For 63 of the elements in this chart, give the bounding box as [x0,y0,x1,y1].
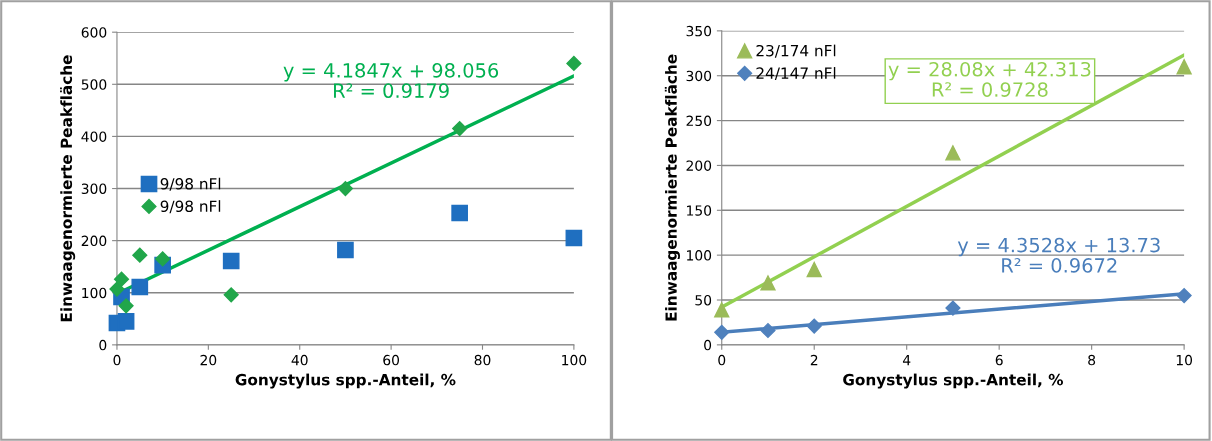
point [714,324,730,340]
legend-label: 9/98 nFl [160,200,221,214]
y-tick-label: 600 [81,27,107,38]
y-tick-label: 350 [686,25,712,37]
legend-label: 9/98 nFl [160,177,221,191]
point [451,204,468,222]
y-tick-label: 400 [81,131,107,142]
point [337,241,354,259]
x-tick-label: 2 [810,354,818,366]
point [566,55,582,72]
point [131,278,149,296]
y-tick-label: 250 [686,115,712,127]
point [155,251,171,267]
x-tick-label: 8 [1088,354,1096,366]
y-axis-title: Einwaagenormierte Peakfläche [664,54,680,321]
x-axis-title: Gonystylus spp.-Anteil, % [235,373,456,389]
x-tick-label: 40 [291,354,308,366]
point [1176,287,1192,304]
x-axis-title: Gonystylus spp.-Anteil, % [843,373,1064,389]
point [337,180,353,197]
point [945,300,961,316]
legend-label: 23/174 nFl [756,44,836,58]
point [222,252,240,270]
x-tick-label: 10 [1176,354,1193,366]
point [945,145,961,161]
point [117,313,135,330]
x-tick-label: 4 [902,355,911,366]
y-tick-label: 300 [81,183,107,194]
y-tick-label: 150 [687,205,712,216]
x-tick-label: 80 [474,354,491,366]
x-tick-label: 20 [200,354,217,366]
y-tick-label: 0 [704,339,712,351]
point [113,271,130,287]
y-tick-label: 200 [686,160,712,171]
point [760,275,776,291]
y-tick-label: 0 [99,339,107,351]
annotation: y = 28.08x + 42.313 R² = 0.9728 [888,61,1091,97]
y-tick-label: 500 [81,79,107,90]
point [714,302,730,318]
point [223,287,239,303]
point [760,322,776,339]
x-tick-label: 0 [113,354,121,366]
y-tick-label: 50 [695,294,712,306]
y-tick-label: 200 [81,235,107,247]
x-tick-label: 60 [383,354,400,366]
point [118,298,134,314]
x-tick-label: 0 [718,354,726,366]
annotation: y = 4.3528x + 13.73 R² = 0.9672 [957,237,1160,273]
point [565,229,583,247]
x-tick-label: 100 [562,354,587,366]
y-axis-title: Einwaagenormierte Peakfläche [60,55,76,322]
y-tick-label: 100 [82,287,107,299]
legend-label: 24/147 nFl [756,67,836,81]
point [1176,59,1192,75]
point [109,281,125,297]
y-tick-label: 300 [686,70,712,82]
y-tick-label: 100 [687,250,712,261]
x-tick-label: 6 [995,354,1003,366]
point [806,318,822,334]
point [132,247,148,263]
annotation: y = 4.1847x + 98.056 R² = 0.9179 [283,63,499,99]
point [452,121,468,137]
point [806,261,822,278]
